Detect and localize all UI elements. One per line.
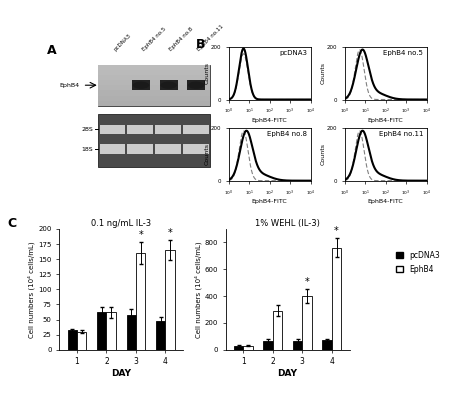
- Text: EphB4 no.5: EphB4 no.5: [383, 50, 423, 56]
- Text: C: C: [7, 217, 16, 230]
- Bar: [67, 331, 77, 350]
- Bar: [98, 75, 210, 80]
- Bar: [100, 125, 125, 134]
- X-axis label: DAY: DAY: [111, 369, 131, 378]
- Bar: [128, 144, 153, 154]
- Ellipse shape: [188, 82, 204, 89]
- Bar: [183, 144, 209, 154]
- Bar: [160, 80, 178, 90]
- Bar: [155, 144, 181, 154]
- Bar: [234, 346, 243, 350]
- Bar: [132, 80, 150, 90]
- Bar: [156, 321, 165, 350]
- Title: 1% WEHL (IL-3): 1% WEHL (IL-3): [255, 219, 320, 228]
- Bar: [183, 125, 209, 134]
- Bar: [128, 125, 153, 134]
- X-axis label: EphB4-FITC: EphB4-FITC: [368, 118, 403, 123]
- Text: *: *: [305, 277, 310, 286]
- Bar: [100, 144, 125, 154]
- Text: EphB4 no.8: EphB4 no.8: [267, 131, 307, 137]
- Bar: [302, 296, 312, 350]
- Y-axis label: Counts: Counts: [204, 143, 209, 165]
- X-axis label: EphB4-FITC: EphB4-FITC: [368, 199, 403, 204]
- Bar: [165, 250, 175, 350]
- Text: B: B: [196, 38, 206, 51]
- Bar: [273, 311, 282, 350]
- Text: pcDNA3: pcDNA3: [113, 33, 133, 52]
- Y-axis label: Cell numbers (10⁴ cells/mL): Cell numbers (10⁴ cells/mL): [194, 241, 201, 338]
- Text: *: *: [138, 230, 143, 240]
- Y-axis label: Cell numbers (10⁴ cells/mL): Cell numbers (10⁴ cells/mL): [28, 241, 36, 338]
- Bar: [77, 332, 86, 350]
- Bar: [98, 85, 210, 90]
- Text: 18S: 18S: [82, 147, 93, 152]
- X-axis label: EphB4-FITC: EphB4-FITC: [252, 118, 288, 123]
- Bar: [322, 340, 332, 350]
- Bar: [98, 80, 210, 85]
- Bar: [98, 114, 210, 167]
- Ellipse shape: [133, 82, 149, 89]
- Y-axis label: Counts: Counts: [320, 62, 325, 84]
- Bar: [127, 315, 136, 350]
- Bar: [243, 346, 253, 350]
- Bar: [155, 125, 181, 134]
- Text: *: *: [168, 228, 173, 238]
- Bar: [264, 341, 273, 350]
- Bar: [293, 341, 302, 350]
- X-axis label: DAY: DAY: [278, 369, 298, 378]
- Text: EphB4: EphB4: [59, 83, 80, 88]
- Y-axis label: Counts: Counts: [204, 62, 209, 84]
- Text: 28S: 28S: [82, 127, 93, 132]
- Text: EphB4 no.5: EphB4 no.5: [141, 26, 167, 52]
- Bar: [98, 90, 210, 95]
- Bar: [187, 80, 205, 90]
- Bar: [98, 70, 210, 75]
- Text: EphB4 no.8: EphB4 no.8: [169, 26, 194, 52]
- Bar: [136, 253, 146, 350]
- Text: A: A: [47, 44, 56, 57]
- Bar: [98, 101, 210, 106]
- Text: EphB4 no.11: EphB4 no.11: [196, 24, 224, 52]
- Title: 0.1 ng/mL IL-3: 0.1 ng/mL IL-3: [91, 219, 151, 228]
- Bar: [332, 248, 341, 350]
- Y-axis label: Counts: Counts: [320, 143, 325, 165]
- Bar: [98, 64, 210, 106]
- Legend: pcDNA3, EphB4: pcDNA3, EphB4: [396, 251, 440, 274]
- X-axis label: EphB4-FITC: EphB4-FITC: [252, 199, 288, 204]
- Ellipse shape: [160, 82, 177, 89]
- Bar: [97, 312, 107, 350]
- Bar: [107, 312, 116, 350]
- Text: pcDNA3: pcDNA3: [279, 50, 307, 56]
- Text: *: *: [334, 226, 339, 236]
- Bar: [98, 64, 210, 70]
- Text: EphB4 no.11: EphB4 no.11: [379, 131, 423, 137]
- Bar: [98, 95, 210, 101]
